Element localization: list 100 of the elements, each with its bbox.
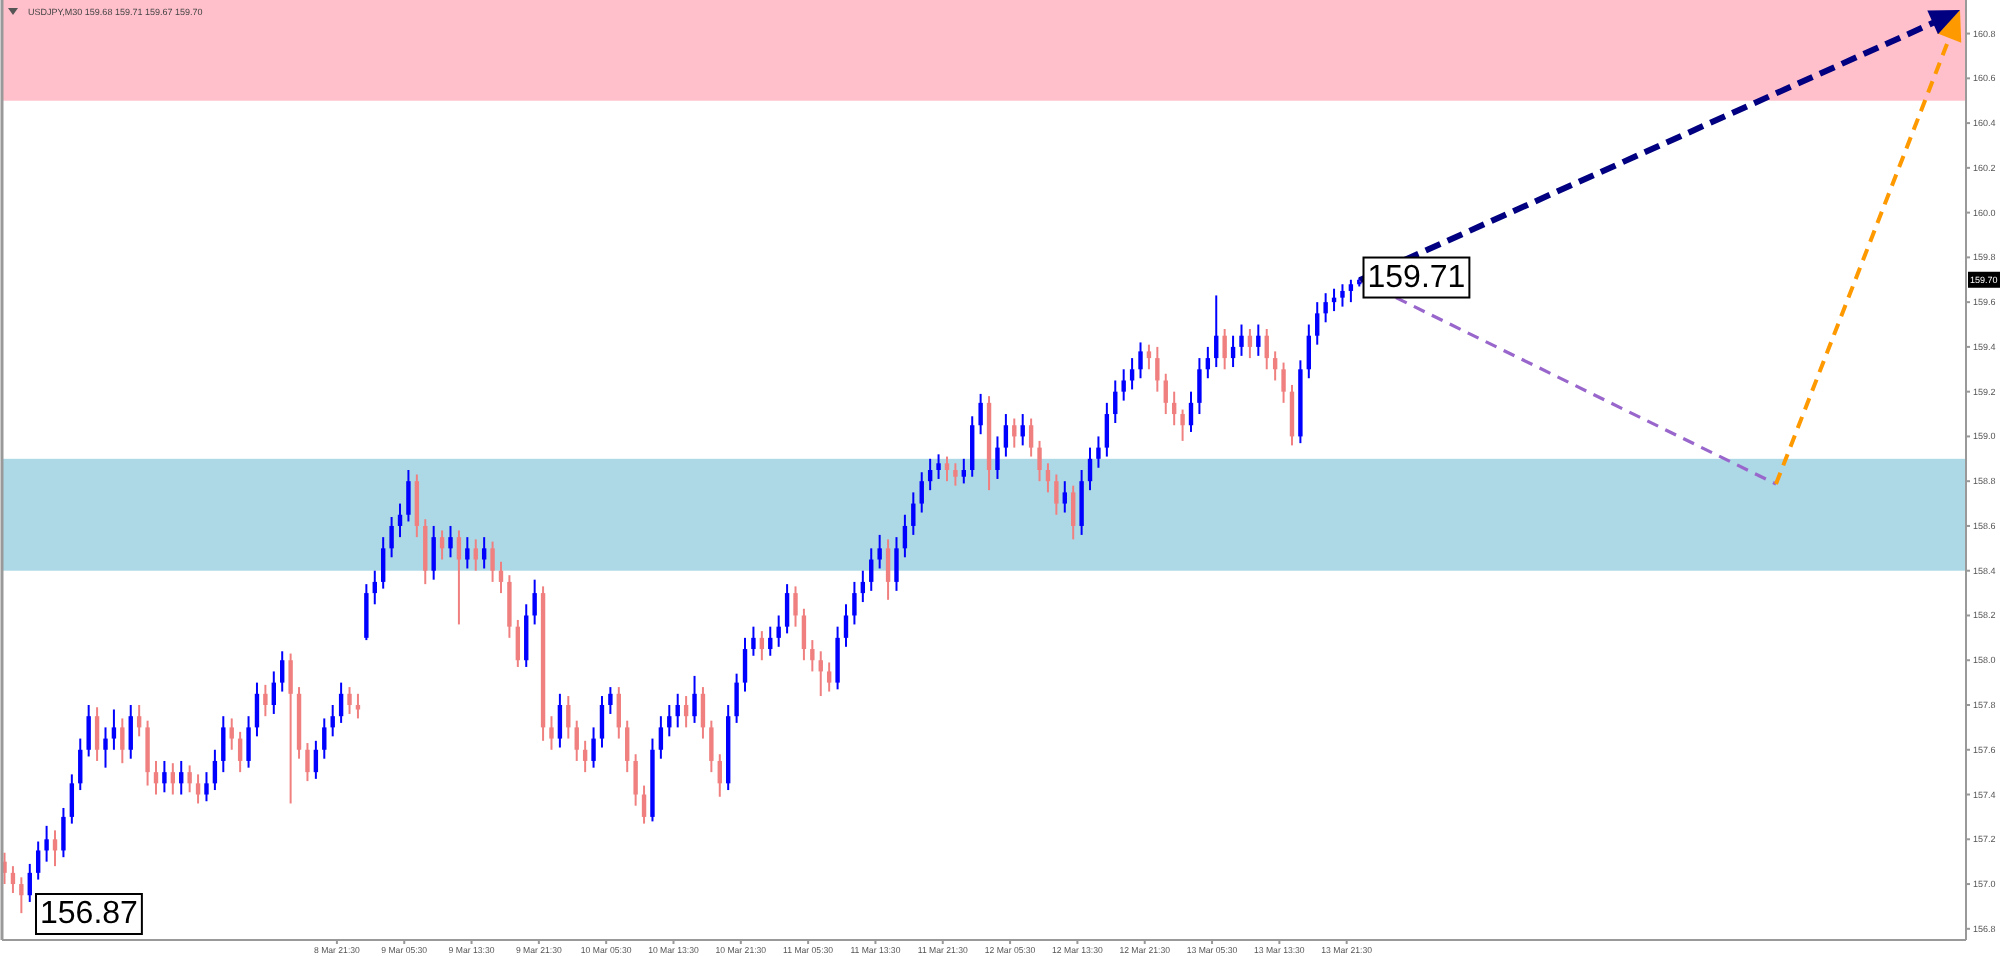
candlestick <box>1205 345 1211 380</box>
candlestick <box>1340 283 1345 308</box>
candlestick <box>179 759 184 796</box>
candlestick <box>751 625 756 657</box>
candlestick <box>19 876 24 915</box>
candlestick <box>801 607 807 662</box>
candlestick <box>1129 357 1135 391</box>
candlestick <box>481 536 487 570</box>
candlestick <box>835 625 840 691</box>
candlestick <box>423 518 428 586</box>
candlestick <box>524 603 529 668</box>
candlestick <box>1155 345 1160 393</box>
candlestick <box>187 764 192 794</box>
candlestick <box>885 538 891 601</box>
candlestick <box>153 759 159 796</box>
candlestick <box>936 453 941 480</box>
candlestick <box>1012 417 1017 449</box>
candlestick <box>195 773 201 805</box>
candlestick <box>465 536 470 570</box>
candlestick <box>448 524 453 559</box>
candlestick <box>35 840 41 881</box>
candlestick <box>1323 292 1328 324</box>
candlestick <box>818 650 823 698</box>
candlestick <box>1062 480 1067 514</box>
candlestick <box>204 771 209 803</box>
candlestick <box>793 585 798 628</box>
candlestick <box>1180 408 1185 442</box>
candlestick <box>1163 372 1168 416</box>
candlestick <box>1079 469 1084 536</box>
candlestick <box>94 706 100 762</box>
candlestick <box>498 560 504 595</box>
candlestick <box>633 753 638 807</box>
candlestick <box>776 614 781 648</box>
candlestick <box>1104 401 1110 458</box>
candlestick <box>162 759 167 794</box>
candlestick <box>582 739 588 774</box>
candlestick <box>52 829 58 868</box>
candlestick <box>759 630 765 662</box>
candlestick <box>145 719 150 787</box>
candlestick <box>322 717 327 760</box>
candlestick <box>313 739 319 780</box>
candlestick <box>658 715 664 760</box>
candlestick <box>347 686 352 715</box>
candlestick <box>978 392 983 436</box>
candlestick <box>970 415 975 478</box>
candlestick <box>1272 350 1278 382</box>
candlestick <box>1256 323 1261 357</box>
candlestick <box>1239 323 1244 357</box>
candlestick <box>557 692 563 749</box>
candlestick <box>61 806 66 859</box>
candlestick <box>1045 462 1051 494</box>
candlestick <box>641 784 647 825</box>
candlestick <box>330 704 335 738</box>
candlestick <box>894 536 899 592</box>
candlestick <box>675 692 680 729</box>
candlestick <box>1071 484 1076 541</box>
candlestick <box>717 753 722 798</box>
candlestick <box>599 695 605 749</box>
candlestick <box>532 578 537 626</box>
candlestick <box>919 471 924 514</box>
candlestick <box>1247 328 1253 360</box>
candlestick <box>170 762 176 796</box>
candlestick <box>490 540 495 583</box>
candlestick <box>271 670 276 715</box>
candlestick <box>406 469 411 523</box>
candlestick <box>1315 301 1320 346</box>
candlestick <box>734 672 739 724</box>
candlestick <box>927 457 933 492</box>
candlestick <box>120 717 125 765</box>
candlestick <box>69 773 75 825</box>
candlestick <box>549 715 554 751</box>
candlestick <box>1054 473 1059 516</box>
candlestick <box>911 491 916 536</box>
candlestick <box>136 704 142 738</box>
candlestick <box>944 455 950 483</box>
candlestick <box>843 603 849 648</box>
candlestick <box>683 695 689 729</box>
candlestick <box>810 639 815 673</box>
candlestick <box>1146 343 1152 371</box>
candlestick <box>103 726 108 769</box>
candlestick <box>667 704 672 738</box>
candlestick <box>128 704 133 760</box>
candlestick <box>1230 334 1236 369</box>
candlestick <box>768 625 773 657</box>
candlestick <box>1003 413 1009 458</box>
candlestick <box>692 674 697 724</box>
candlestick <box>380 536 386 590</box>
candlestick <box>1281 361 1286 404</box>
candlestick <box>221 715 226 774</box>
candlestick <box>1121 368 1126 402</box>
candlestick <box>860 569 866 604</box>
candlestick <box>877 533 882 570</box>
candlestick <box>10 865 16 894</box>
candlestick <box>709 719 714 774</box>
candlestick <box>431 524 436 581</box>
candlestick <box>961 457 966 485</box>
candlestick <box>86 704 91 758</box>
candlestick <box>608 686 613 715</box>
candlestick <box>397 502 403 539</box>
candlestick <box>591 726 596 769</box>
